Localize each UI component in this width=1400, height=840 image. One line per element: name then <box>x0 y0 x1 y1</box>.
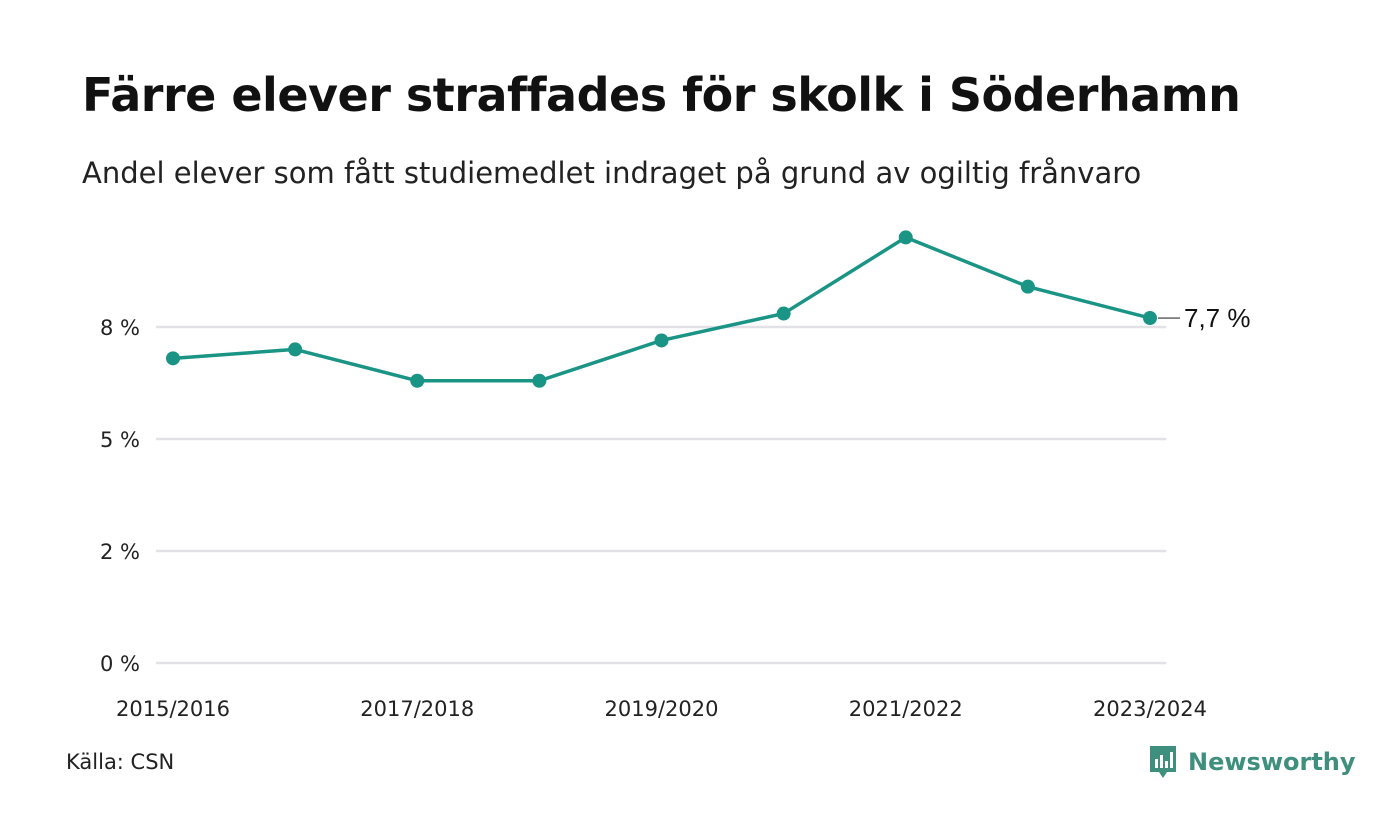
source-note: Källa: CSN <box>66 750 175 774</box>
x-tick-label: 2023/2024 <box>1093 697 1207 721</box>
grid-lines <box>156 325 1166 665</box>
y-tick-label: 5 % <box>100 428 140 452</box>
data-point <box>1020 279 1035 294</box>
brand-name: Newsworthy <box>1188 748 1356 776</box>
bar-chart-speech-bubble-icon <box>1150 746 1176 778</box>
data-point <box>898 230 913 245</box>
y-tick-label: 0 % <box>100 652 140 676</box>
data-point <box>288 342 303 357</box>
y-tick-label: 2 % <box>100 540 140 564</box>
x-tick-label: 2019/2020 <box>605 697 719 721</box>
data-point <box>166 351 180 366</box>
chart-subtitle: Andel elever som fått studiemedlet indra… <box>82 156 1142 190</box>
series-line <box>172 235 1151 383</box>
data-point <box>532 373 547 388</box>
data-point <box>776 306 791 321</box>
data-point <box>1143 311 1157 326</box>
data-point <box>410 373 425 388</box>
series-line-group <box>166 230 1157 388</box>
end-value-label: 7,7 % <box>1184 303 1251 333</box>
y-tick-label: 8 % <box>100 316 140 340</box>
data-point <box>654 333 669 348</box>
end-label-group: 7,7 % <box>1158 303 1251 333</box>
x-tick-label: 2017/2018 <box>360 697 474 721</box>
y-axis-ticks: 0 % 2 % 5 % 8 % <box>100 316 140 676</box>
x-axis-ticks: 2015/2016 2017/2018 2019/2020 2021/2022 2023… <box>116 697 1207 721</box>
brand-logo: Newsworthy <box>1148 744 1356 780</box>
chart-title: Färre elever straffades för skolk i Söde… <box>82 68 1241 122</box>
x-tick-label: 2015/2016 <box>116 697 230 721</box>
x-tick-label: 2021/2022 <box>849 697 963 721</box>
